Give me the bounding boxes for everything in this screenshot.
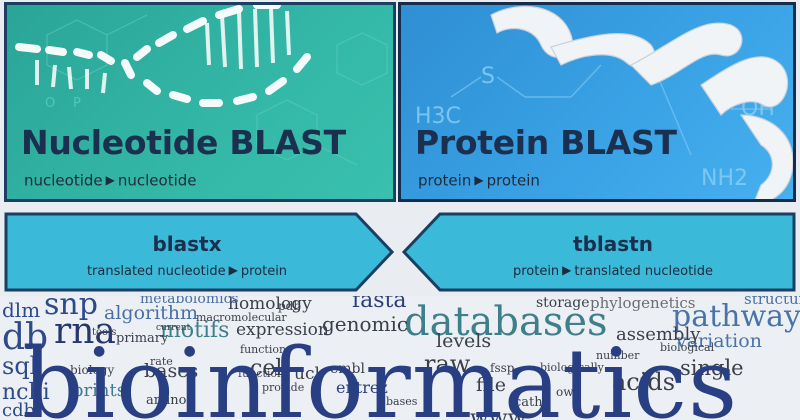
word-cloud-term: homology: [228, 296, 312, 314]
query-type-label: protein: [512, 264, 560, 279]
word-cloud-term: entrez: [336, 378, 388, 397]
database-type-label: protein: [240, 264, 288, 279]
word-cloud-term: motifs: [160, 318, 230, 343]
word-cloud-term: pdb: [278, 299, 302, 313]
query-type-label: translated nucleotide: [86, 264, 226, 279]
word-cloud-term: single: [680, 356, 744, 380]
right-pointing-arrow-shape: [4, 212, 394, 292]
word-cloud-term: ncbi: [2, 380, 50, 405]
database-type-label: protein: [486, 171, 540, 190]
tblastn-button[interactable]: tblastn protein ▶ translated nucleotide: [402, 212, 796, 292]
word-cloud-term: prints: [72, 380, 126, 401]
right-arrow-icon: ▶: [474, 172, 484, 187]
protein-blast-title: Protein BLAST: [415, 123, 677, 162]
database-type-label: translated nucleotide: [574, 264, 714, 279]
sulfur-label: S: [481, 64, 495, 89]
tblastn-title: tblastn: [573, 232, 653, 256]
word-cloud-term: bioinformatics: [22, 328, 739, 420]
blastx-button[interactable]: blastx translated nucleotide ▶ protein: [4, 212, 394, 292]
word-cloud-term: cell: [250, 356, 290, 381]
word-cloud-term: sql: [2, 352, 38, 380]
query-type-label: nucleotide: [24, 171, 103, 190]
word-cloud-term: assembly: [616, 324, 701, 345]
word-cloud-term: function: [238, 367, 285, 380]
word-cloud-term: provide: [262, 381, 305, 394]
protein-blast-tile[interactable]: H3C S OH NH2 Protein BLAST protein ▶ prote…: [398, 2, 796, 202]
word-cloud-term: algorithm: [104, 302, 199, 324]
tblastn-subtitle: protein ▶ translated nucleotide: [416, 263, 800, 279]
word-cloud-term: macromolecular: [196, 311, 287, 324]
word-cloud-term: amino: [146, 393, 187, 408]
word-cloud-term: biology: [70, 363, 115, 377]
word-cloud-term: storage: [536, 296, 590, 311]
word-cloud-term: owl: [556, 385, 578, 399]
nucleotide-blast-tile[interactable]: O P: [4, 2, 396, 202]
word-cloud-term: www: [470, 406, 527, 420]
database-type-label: nucleotide: [117, 171, 197, 190]
word-cloud-term: snp: [44, 296, 98, 322]
word-cloud-term: acids: [612, 368, 676, 396]
word-cloud-term: structural: [744, 296, 800, 308]
word-cloud-term: tools: [92, 327, 117, 338]
word-cloud-term: rna: [54, 311, 116, 352]
word-cloud-term: databases: [404, 299, 608, 345]
bioinformatics-word-cloud: bioinformatics databases snp rna homology fas…: [0, 296, 800, 420]
word-cloud-term: current: [156, 323, 191, 333]
word-cloud-term: metabolomics: [140, 296, 239, 307]
right-arrow-icon: ▶: [105, 172, 115, 187]
word-cloud-term: cath: [514, 395, 543, 410]
word-cloud-term: variation: [676, 330, 762, 352]
word-cloud-term: functions: [240, 343, 292, 356]
word-cloud-term: biological: [660, 341, 715, 354]
word-cloud-term: embl: [330, 361, 365, 377]
word-cloud-term: dlm: [2, 298, 41, 322]
protein-blast-subtitle: protein ▶ protein: [418, 171, 540, 190]
right-arrow-icon: ▶: [562, 263, 572, 277]
amine-label: NH2: [701, 166, 748, 191]
word-cloud-term: genomic: [322, 312, 409, 336]
word-cloud-term: phylogenetics: [590, 296, 696, 312]
word-cloud-term: levels: [436, 330, 492, 352]
oxygen-label: O: [45, 96, 55, 111]
word-cloud-term: db: [2, 317, 49, 358]
nucleotide-blast-title: Nucleotide BLAST: [21, 123, 346, 162]
blastx-title: blastx: [152, 232, 222, 256]
phosphorus-label: P: [73, 96, 81, 111]
word-cloud-term: fssp: [490, 361, 515, 375]
left-pointing-arrow-shape: [402, 212, 796, 292]
query-type-label: protein: [418, 171, 472, 190]
methyl-label: H3C: [415, 104, 461, 129]
right-arrow-icon: ▶: [228, 263, 238, 277]
word-cloud-term: biologically: [540, 361, 604, 374]
word-cloud-term: file: [476, 374, 506, 396]
nucleotide-blast-subtitle: nucleotide ▶ nucleotide: [24, 171, 197, 190]
word-cloud-term: primary: [116, 331, 169, 346]
dna-helix-icon: O P: [15, 5, 388, 166]
word-cloud-term: cdb: [2, 400, 36, 420]
blastx-subtitle: translated nucleotide ▶ protein: [0, 263, 382, 279]
protein-helix-icon: H3C S OH NH2: [415, 5, 793, 199]
word-cloud-term: fasta: [352, 296, 407, 313]
word-cloud-term: expression: [236, 320, 329, 340]
word-cloud-term: pathway: [672, 299, 800, 334]
word-cloud-term: ucl: [294, 364, 320, 384]
word-cloud-term: bases: [144, 360, 199, 382]
word-cloud-term: bases: [386, 395, 418, 408]
word-cloud-term: rate: [150, 355, 173, 368]
word-cloud-term: raw: [424, 350, 471, 378]
word-cloud-term: number: [596, 349, 640, 362]
